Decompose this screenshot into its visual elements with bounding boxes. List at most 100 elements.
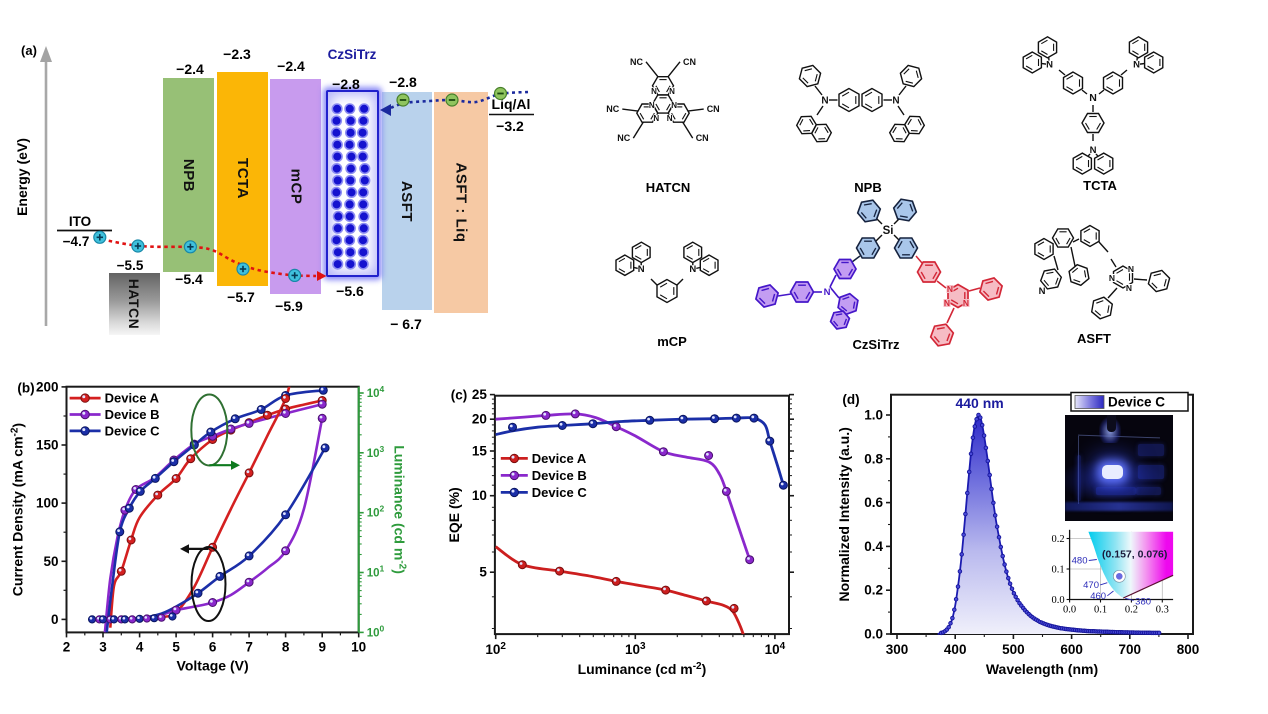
svg-text:480: 480 — [1072, 556, 1088, 567]
svg-text:−2.8: −2.8 — [332, 76, 360, 92]
svg-text:(b): (b) — [17, 381, 34, 396]
svg-text:−5.5: −5.5 — [117, 258, 144, 273]
svg-text:4: 4 — [136, 639, 144, 654]
svg-text:300: 300 — [886, 642, 909, 657]
svg-text:N: N — [821, 96, 828, 107]
svg-text:NPB: NPB — [854, 180, 881, 195]
svg-text:0: 0 — [51, 612, 59, 627]
svg-text:N: N — [1126, 283, 1132, 293]
svg-text:50: 50 — [43, 554, 58, 569]
svg-text:N: N — [667, 114, 673, 123]
svg-text:5: 5 — [479, 565, 487, 580]
svg-text:150: 150 — [36, 438, 59, 453]
svg-text:N: N — [651, 87, 657, 96]
svg-text:101: 101 — [367, 564, 385, 580]
svg-text:N: N — [671, 101, 677, 110]
svg-text:−5.6: −5.6 — [336, 283, 364, 299]
svg-text:−4.7: −4.7 — [63, 234, 90, 249]
svg-text:0.1: 0.1 — [1051, 565, 1064, 576]
svg-text:15: 15 — [472, 444, 488, 459]
svg-text:Device A: Device A — [532, 451, 587, 466]
svg-text:N: N — [1046, 60, 1053, 71]
svg-text:−3.2: −3.2 — [496, 118, 524, 134]
svg-text:CzSiTrz: CzSiTrz — [328, 47, 377, 62]
svg-text:(c): (c) — [451, 388, 468, 403]
svg-text:ASFT: ASFT — [1077, 331, 1111, 346]
svg-text:20: 20 — [472, 412, 487, 427]
svg-text:102: 102 — [485, 641, 506, 657]
svg-text:Normalized Intensity (a.u.): Normalized Intensity (a.u.) — [836, 427, 852, 601]
svg-text:460: 460 — [1090, 591, 1106, 602]
svg-text:N: N — [1039, 286, 1046, 297]
svg-text:Device B: Device B — [105, 407, 160, 422]
svg-text:N: N — [1090, 145, 1097, 156]
svg-text:0.8: 0.8 — [864, 451, 883, 466]
svg-text:0.1: 0.1 — [1094, 605, 1107, 616]
svg-text:Wavelength (nm): Wavelength (nm) — [986, 661, 1098, 677]
svg-text:800: 800 — [1177, 642, 1200, 657]
svg-text:NC: NC — [630, 57, 643, 67]
svg-text:Device B: Device B — [532, 468, 587, 483]
svg-text:Si: Si — [883, 225, 894, 237]
svg-text:TCTA: TCTA — [1083, 178, 1117, 193]
svg-text:−5.9: −5.9 — [275, 298, 303, 314]
svg-text:100: 100 — [367, 623, 385, 639]
svg-text:CN: CN — [696, 133, 709, 143]
svg-text:NC: NC — [606, 104, 619, 114]
svg-text:0.0: 0.0 — [1051, 595, 1064, 606]
svg-text:Device A: Device A — [105, 391, 160, 406]
svg-text:− 6.7: − 6.7 — [390, 316, 422, 332]
svg-text:mCP: mCP — [657, 334, 687, 349]
svg-text:0.6: 0.6 — [864, 495, 883, 510]
svg-text:HATCN: HATCN — [646, 180, 691, 195]
svg-text:5: 5 — [172, 639, 180, 654]
svg-text:CN: CN — [707, 104, 720, 114]
svg-text:N: N — [892, 96, 899, 107]
svg-text:Device C: Device C — [532, 485, 588, 500]
svg-text:400: 400 — [944, 642, 967, 657]
svg-text:N: N — [944, 298, 950, 308]
svg-text:EQE (%): EQE (%) — [446, 487, 462, 542]
svg-text:N: N — [689, 264, 696, 275]
svg-text:−2.4: −2.4 — [176, 61, 204, 77]
svg-text:0.0: 0.0 — [1063, 605, 1076, 616]
svg-text:700: 700 — [1119, 642, 1142, 657]
svg-text:103: 103 — [367, 444, 385, 460]
svg-text:N: N — [653, 114, 659, 123]
svg-text:600: 600 — [1060, 642, 1083, 657]
svg-text:104: 104 — [765, 641, 786, 657]
svg-text:Energy (eV): Energy (eV) — [14, 138, 30, 216]
svg-text:100: 100 — [36, 496, 59, 511]
svg-text:0.2: 0.2 — [864, 583, 883, 598]
svg-text:N: N — [1133, 60, 1140, 71]
svg-text:N: N — [1109, 273, 1115, 283]
svg-text:3: 3 — [99, 639, 107, 654]
svg-text:10: 10 — [351, 639, 366, 654]
svg-text:25: 25 — [472, 387, 488, 402]
svg-text:380: 380 — [1135, 596, 1151, 607]
svg-text:−2.4: −2.4 — [277, 58, 305, 74]
svg-text:−5.7: −5.7 — [227, 289, 255, 305]
svg-text:Device C: Device C — [1108, 395, 1165, 410]
svg-text:N: N — [669, 87, 675, 96]
svg-text:N: N — [649, 101, 655, 110]
svg-text:0.4: 0.4 — [864, 539, 883, 554]
svg-text:−2.8: −2.8 — [389, 74, 417, 90]
svg-text:ITO: ITO — [69, 214, 91, 229]
svg-text:Voltage (V): Voltage (V) — [177, 657, 249, 673]
svg-text:N: N — [963, 298, 969, 308]
svg-text:−5.4: −5.4 — [175, 271, 203, 287]
svg-text:470: 470 — [1083, 580, 1099, 591]
svg-text:8: 8 — [282, 639, 290, 654]
svg-text:7: 7 — [245, 639, 253, 654]
svg-text:Luminance (cd m-2): Luminance (cd m-2) — [392, 445, 408, 574]
svg-text:(0.157, 0.076): (0.157, 0.076) — [1102, 548, 1167, 560]
svg-text:6: 6 — [209, 639, 217, 654]
svg-text:0.2: 0.2 — [1051, 534, 1064, 545]
svg-text:10: 10 — [472, 488, 487, 503]
svg-text:Current Density (mA cm-2): Current Density (mA cm-2) — [10, 423, 26, 596]
svg-text:0.0: 0.0 — [864, 627, 883, 642]
svg-text:N: N — [1128, 264, 1134, 274]
svg-text:500: 500 — [1002, 642, 1025, 657]
svg-text:(a): (a) — [21, 43, 37, 58]
